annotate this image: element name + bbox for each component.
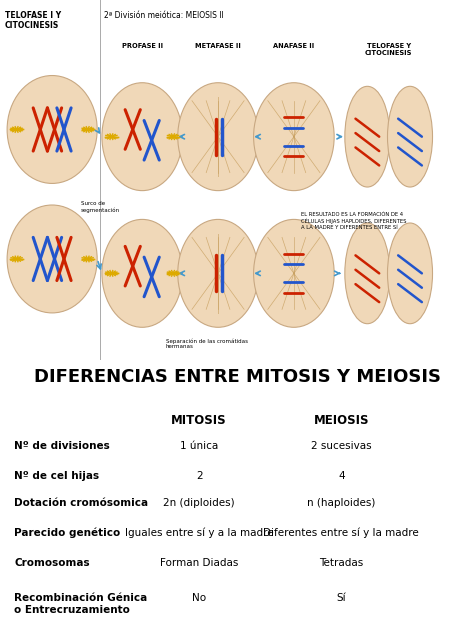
Text: MITOSIS: MITOSIS xyxy=(171,414,227,427)
Text: 2 sucesivas: 2 sucesivas xyxy=(311,441,372,451)
Text: 4: 4 xyxy=(338,471,345,481)
Text: Surco de
segmentación: Surco de segmentación xyxy=(81,201,120,213)
Text: EL RESULTADO ES LA FORMACIÓN DE 4
CÉLULAS HIJAS HAPLOIDES, DIFERENTES
A LA MADRE: EL RESULTADO ES LA FORMACIÓN DE 4 CÉLULA… xyxy=(301,212,407,230)
Text: Forman Diadas: Forman Diadas xyxy=(160,558,238,568)
Text: TELOFASE I Y
CITOCINESIS: TELOFASE I Y CITOCINESIS xyxy=(5,11,61,30)
Text: Nº de cel hijas: Nº de cel hijas xyxy=(14,471,100,481)
Ellipse shape xyxy=(102,83,182,191)
Text: Parecido genético: Parecido genético xyxy=(14,528,120,538)
Ellipse shape xyxy=(7,76,97,184)
Text: n (haploides): n (haploides) xyxy=(307,498,375,508)
Text: TELOFASE Y
CITOCINESIS: TELOFASE Y CITOCINESIS xyxy=(365,43,412,56)
Ellipse shape xyxy=(254,220,334,327)
Text: No: No xyxy=(192,593,206,603)
Ellipse shape xyxy=(178,83,258,191)
Text: 2n (diploides): 2n (diploides) xyxy=(163,498,235,508)
Text: 1 única: 1 única xyxy=(180,441,218,451)
Text: DIFERENCIAS ENTRE MITOSIS Y MEIOSIS: DIFERENCIAS ENTRE MITOSIS Y MEIOSIS xyxy=(34,368,440,386)
Text: Recombinación Génica
o Entrecruzamiento: Recombinación Génica o Entrecruzamiento xyxy=(14,593,147,615)
Text: Separación de las cromátidas
hermanas: Separación de las cromátidas hermanas xyxy=(166,338,248,350)
Text: 2ª División meiótica: MEIOSIS II: 2ª División meiótica: MEIOSIS II xyxy=(104,11,224,20)
Ellipse shape xyxy=(254,83,334,191)
Ellipse shape xyxy=(345,86,390,187)
Ellipse shape xyxy=(178,220,258,327)
Ellipse shape xyxy=(387,223,432,324)
Text: Sí: Sí xyxy=(337,593,346,603)
Text: METAFASE II: METAFASE II xyxy=(195,43,241,49)
Ellipse shape xyxy=(102,220,182,327)
Ellipse shape xyxy=(345,223,390,324)
Ellipse shape xyxy=(387,86,432,187)
Text: MEIOSIS: MEIOSIS xyxy=(313,414,369,427)
Text: Cromosomas: Cromosomas xyxy=(14,558,90,568)
Text: Diferentes entre sí y la madre: Diferentes entre sí y la madre xyxy=(264,528,419,538)
Text: Iguales entre sí y a la madre: Iguales entre sí y a la madre xyxy=(125,528,273,538)
Text: 2: 2 xyxy=(196,471,202,481)
Text: Tetradas: Tetradas xyxy=(319,558,364,568)
Text: Nº de divisiones: Nº de divisiones xyxy=(14,441,110,451)
Text: Dotación cromósomica: Dotación cromósomica xyxy=(14,498,148,508)
Text: PROFASE II: PROFASE II xyxy=(122,43,163,49)
Text: ANAFASE II: ANAFASE II xyxy=(273,43,315,49)
Ellipse shape xyxy=(7,205,97,313)
